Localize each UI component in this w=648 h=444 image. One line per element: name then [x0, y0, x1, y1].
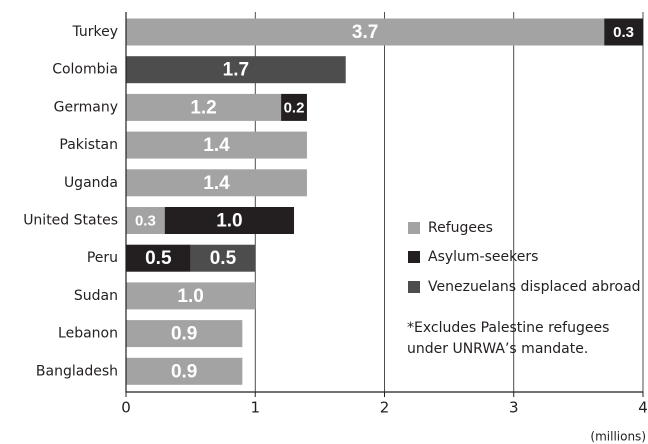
bar-segment — [126, 207, 165, 234]
value-label: 1.0 — [216, 211, 242, 232]
y-tick-label: Turkey — [71, 24, 118, 40]
bar-segment — [126, 357, 243, 385]
bar-segment — [126, 93, 282, 121]
bar-segment — [126, 169, 307, 197]
value-label: 1.2 — [190, 97, 216, 118]
bar-segment — [126, 131, 307, 159]
bar-segment — [604, 18, 643, 46]
legend-label: Refugees — [428, 220, 493, 236]
y-tick-label: Bangladesh — [36, 363, 118, 379]
y-tick-label: Colombia — [52, 62, 118, 78]
bar-segment — [126, 244, 191, 272]
y-tick-label: Germany — [54, 99, 118, 115]
bar-segment — [281, 93, 307, 121]
legend-swatch — [408, 251, 420, 263]
bar-segment — [126, 282, 256, 310]
x-tick-label: 0 — [121, 399, 131, 417]
bar-segment — [126, 56, 346, 84]
y-tick-label: Peru — [87, 250, 118, 266]
value-label: 1.4 — [203, 135, 230, 156]
note: under UNRWA’s mandate. — [407, 341, 588, 357]
bar-segment — [126, 18, 605, 46]
note: *Excludes Palestine refugees — [407, 320, 609, 336]
legend-label: Asylum-seekers — [428, 249, 538, 265]
value-label: 1.4 — [203, 173, 230, 194]
value-label: 0.5 — [145, 248, 172, 269]
value-label: 0.3 — [135, 212, 156, 229]
y-tick-label: United States — [23, 213, 118, 229]
legend-swatch — [408, 222, 420, 234]
bar-segment — [126, 320, 243, 348]
y-tick-label: Uganda — [64, 175, 118, 191]
bar-segment — [190, 244, 256, 272]
value-label: 1.7 — [223, 60, 249, 81]
value-label: 1.0 — [177, 286, 203, 307]
value-label: 0.3 — [613, 24, 634, 41]
y-tick-label: Pakistan — [59, 137, 118, 153]
y-tick-label: Sudan — [74, 288, 118, 304]
value-label: 0.9 — [171, 324, 197, 345]
x-tick-label: 3 — [509, 399, 519, 417]
bar-segment — [164, 207, 295, 234]
legend-swatch — [408, 281, 420, 293]
x-axis-label: (millions) — [590, 430, 646, 444]
value-label: 0.9 — [171, 361, 197, 382]
legend-label: Venezuelans displaced abroad — [428, 279, 641, 295]
x-tick-label: 4 — [638, 399, 648, 417]
x-tick-label: 1 — [250, 399, 260, 417]
value-label: 0.2 — [284, 99, 305, 116]
x-tick-label: 2 — [380, 399, 390, 417]
value-label: 0.5 — [210, 248, 237, 269]
y-tick-label: Lebanon — [58, 326, 118, 342]
value-label: 3.7 — [352, 22, 378, 43]
